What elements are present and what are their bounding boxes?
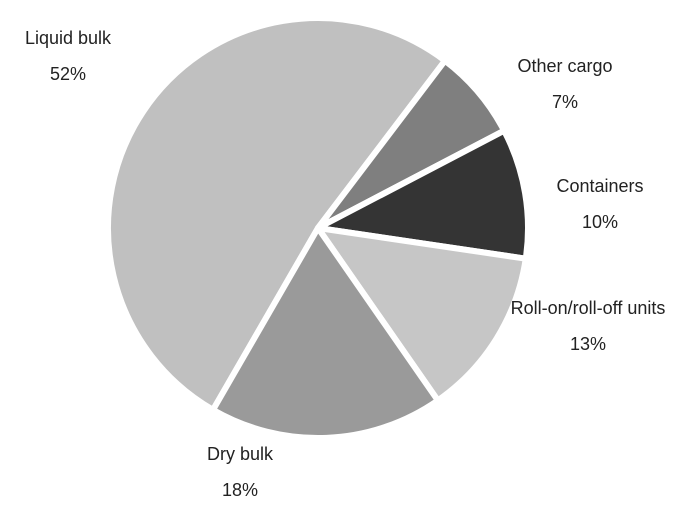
- slice-name: Containers: [556, 176, 644, 196]
- slice-percent: 10%: [581, 212, 619, 232]
- pie-slice: [105, 15, 448, 413]
- pie-slice: [210, 225, 441, 441]
- slice-label: Liquid bulk 52%: [0, 20, 143, 92]
- slice-name: Dry bulk: [206, 444, 273, 464]
- slice-percent: 52%: [49, 64, 87, 84]
- slice-label: Containers 10%: [525, 168, 674, 240]
- slice-percent: 7%: [551, 92, 578, 112]
- slice-name: Roll-on/roll-off units: [510, 298, 666, 318]
- slice-label: Roll-on/roll-off units 13%: [508, 290, 668, 362]
- slice-label: Dry bulk 18%: [165, 436, 315, 507]
- slice-percent: 18%: [221, 480, 259, 500]
- pie-slice: [315, 225, 529, 404]
- slice-label: Other cargo 7%: [490, 48, 640, 120]
- slice-percent: 13%: [569, 334, 607, 354]
- slice-name: Liquid bulk: [24, 28, 112, 48]
- pie-slice: [315, 127, 531, 262]
- slice-name: Other cargo: [517, 56, 613, 76]
